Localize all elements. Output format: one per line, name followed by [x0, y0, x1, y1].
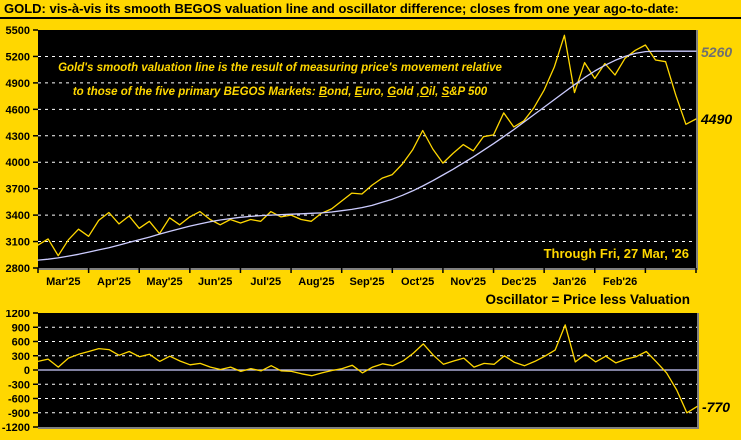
svg-text:Apr'25: Apr'25 — [97, 276, 131, 288]
valuation-annotation-line2: to those of the five primary BEGOS Marke… — [72, 86, 488, 98]
svg-text:3700: 3700 — [6, 184, 30, 196]
svg-text:Dec'25: Dec'25 — [501, 276, 536, 288]
svg-text:300: 300 — [12, 351, 30, 363]
svg-text:3400: 3400 — [6, 210, 30, 222]
valuation-annotation-line1: Gold's smooth valuation line is the resu… — [58, 62, 502, 74]
through-date-label: Through Fri, 27 Mar, '26 — [543, 246, 689, 261]
svg-text:4600: 4600 — [6, 104, 30, 116]
svg-text:3100: 3100 — [6, 237, 30, 249]
svg-text:-900: -900 — [8, 408, 30, 420]
svg-text:May'25: May'25 — [146, 276, 182, 288]
svg-text:Nov'25: Nov'25 — [450, 276, 486, 288]
svg-text:-1200: -1200 — [2, 422, 30, 432]
page-title: GOLD: vis-à-vis its smooth BEGOS valuati… — [0, 0, 741, 19]
svg-text:Sep'25: Sep'25 — [349, 276, 384, 288]
valuation-end-value-label: 5260 — [701, 44, 733, 60]
svg-text:0: 0 — [24, 365, 30, 377]
svg-text:Mar'25: Mar'25 — [46, 276, 80, 288]
svg-text:Oct'25: Oct'25 — [401, 276, 434, 288]
svg-text:2800: 2800 — [6, 263, 30, 275]
svg-text:Jan'26: Jan'26 — [553, 276, 587, 288]
svg-text:5500: 5500 — [6, 25, 30, 37]
svg-text:Feb'26: Feb'26 — [603, 276, 637, 288]
svg-text:600: 600 — [12, 337, 30, 349]
gold-price-chart: 2800 3100 3400 3700 4000 4300 4600 4900 5200 5500… — [6, 25, 698, 288]
svg-text:4900: 4900 — [6, 78, 30, 90]
svg-text:Jun'25: Jun'25 — [198, 276, 232, 288]
oscillator-end-value-label: -770 — [702, 399, 731, 415]
svg-text:4300: 4300 — [6, 131, 30, 143]
svg-text:4000: 4000 — [6, 157, 30, 169]
svg-text:900: 900 — [12, 322, 30, 334]
oscillator-chart: 1200 900 600 300 0 -300 -600 -900 -1200 — [2, 310, 699, 432]
svg-text:Jul'25: Jul'25 — [250, 276, 281, 288]
oscillator-title: Oscillator = Price less Valuation — [485, 292, 690, 307]
price-end-value-label: 4490 — [701, 111, 733, 127]
svg-text:Aug'25: Aug'25 — [298, 276, 334, 288]
svg-text:5200: 5200 — [6, 51, 30, 63]
svg-text:-600: -600 — [8, 394, 30, 406]
svg-text:1200: 1200 — [6, 310, 30, 320]
svg-text:-300: -300 — [8, 379, 30, 391]
